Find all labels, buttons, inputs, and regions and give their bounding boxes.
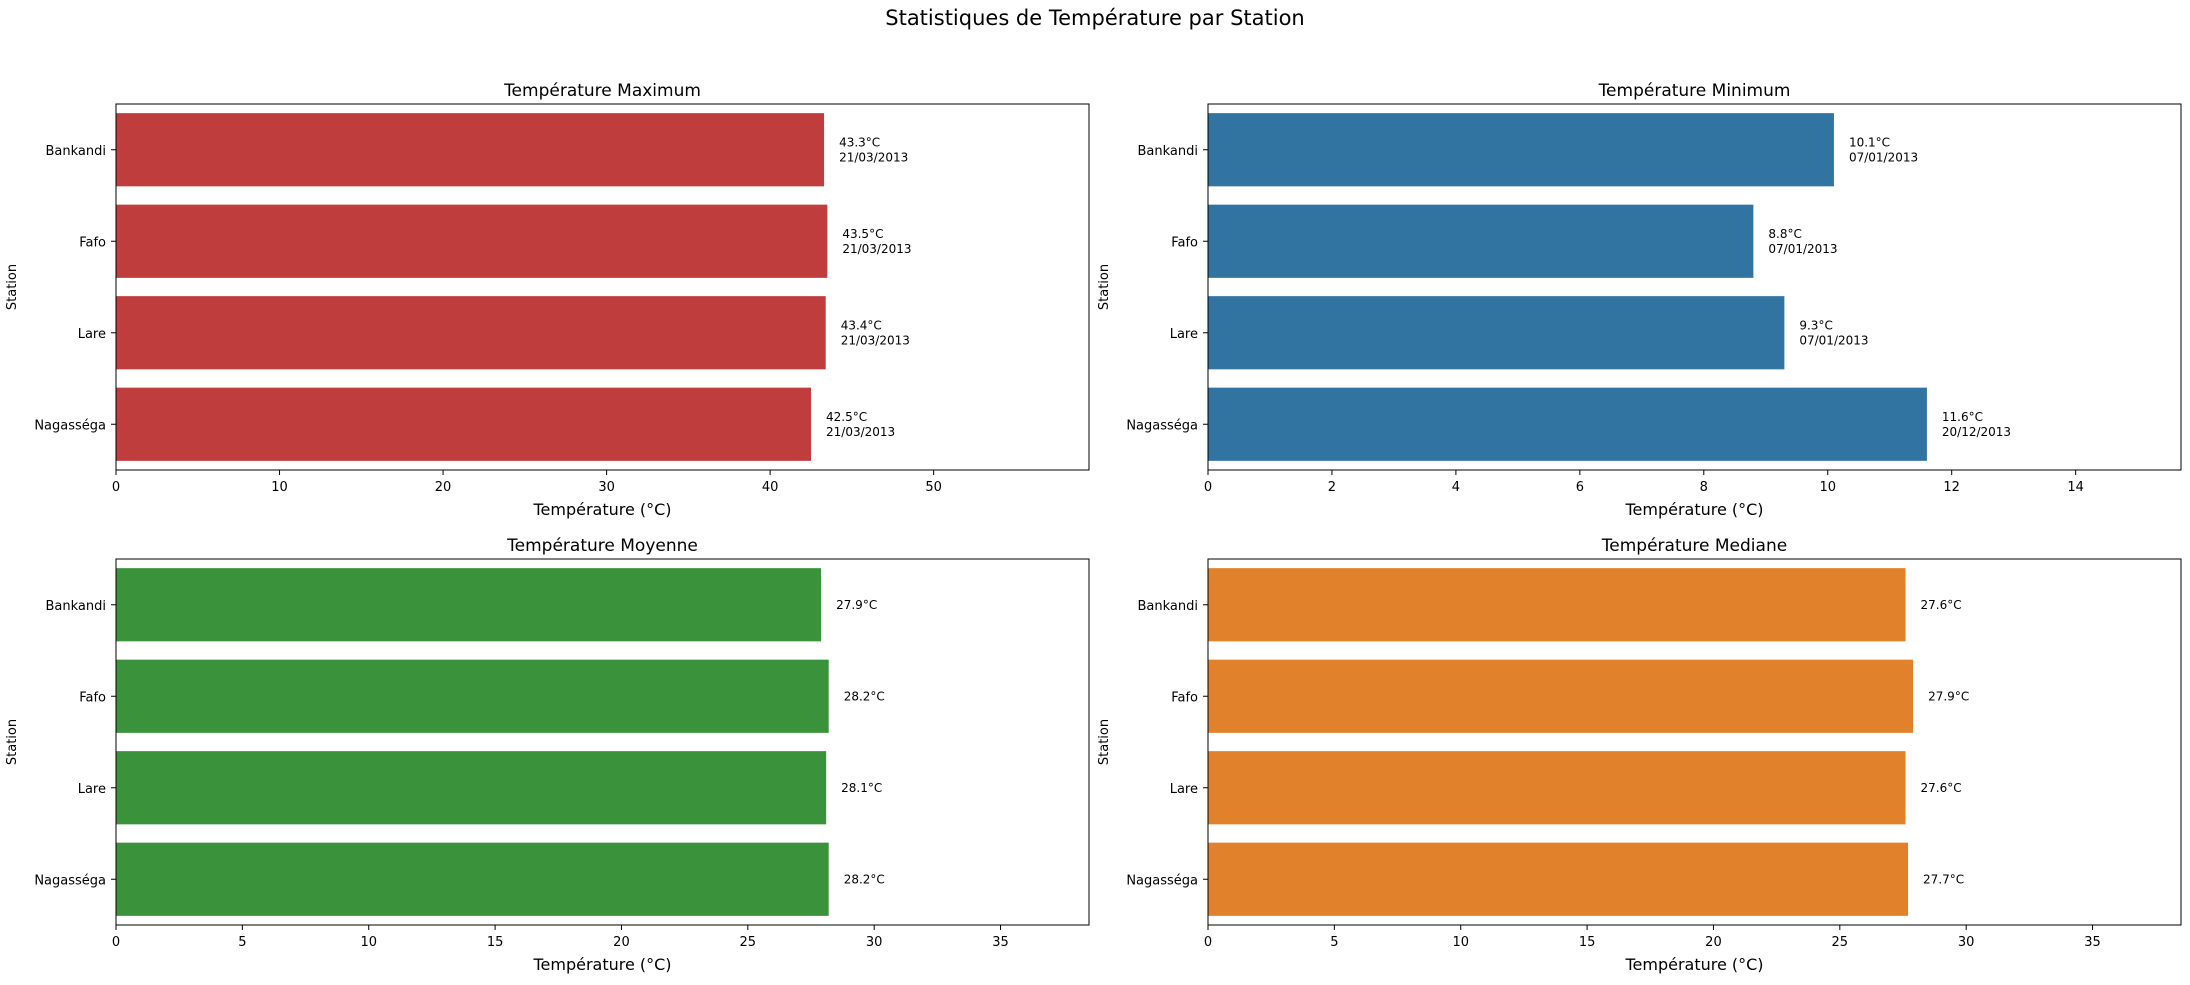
x-axis-label: Température (°C)	[532, 500, 671, 519]
y-tick-label: Nagasséga	[34, 873, 106, 888]
x-axis-label: Température (°C)	[1624, 500, 1763, 519]
bar-lare	[1208, 751, 1906, 825]
x-tick-label: 25	[1832, 935, 1849, 950]
bar-nagasséga	[116, 387, 811, 461]
y-tick-label: Lare	[1170, 327, 1198, 342]
y-tick-label: Bankandi	[46, 144, 107, 159]
x-tick-label: 30	[598, 480, 615, 495]
x-tick-label: 8	[1700, 480, 1708, 495]
bar-value-label: 27.7°C	[1923, 872, 1964, 886]
bar-lare	[1208, 296, 1785, 370]
bar-bankandi	[1208, 113, 1834, 187]
bar-value-label: 27.9°C	[836, 598, 877, 612]
bar-fafo	[1208, 659, 1914, 733]
y-axis-label: Station	[1097, 719, 1112, 765]
bar-value-label: 8.8°C 07/01/2013	[1768, 227, 1837, 256]
bar-value-label: 28.1°C	[841, 781, 882, 795]
bar-value-label: 42.5°C 21/03/2013	[826, 410, 895, 439]
x-tick-label: 14	[2067, 480, 2084, 495]
x-tick-label: 10	[271, 480, 288, 495]
subplot-title: Température Moyenne	[506, 536, 698, 556]
x-tick-label: 10	[1452, 935, 1469, 950]
y-tick-label: Lare	[1170, 782, 1198, 797]
x-tick-label: 20	[613, 935, 630, 950]
bar-value-label: 27.6°C	[1921, 598, 1962, 612]
x-tick-label: 20	[1705, 935, 1722, 950]
bar-value-label: 28.2°C	[844, 872, 885, 886]
subplot-title: Température Minimum	[1598, 81, 1791, 101]
bar-value-label: 10.1°C 07/01/2013	[1849, 135, 1918, 164]
axes-frame	[115, 558, 1090, 926]
bar-lare	[116, 751, 827, 825]
x-tick-label: 15	[487, 935, 504, 950]
y-axis-label: Station	[1097, 264, 1112, 310]
x-tick-label: 10	[360, 935, 377, 950]
bar-bankandi	[116, 113, 825, 187]
x-tick-label: 6	[1576, 480, 1584, 495]
bar-value-label: 27.6°C	[1921, 781, 1962, 795]
y-tick-label: Fafo	[79, 690, 106, 705]
bar-value-label: 11.6°C 20/12/2013	[1942, 410, 2011, 439]
x-tick-label: 5	[238, 935, 246, 950]
x-tick-label: 0	[112, 935, 120, 950]
x-tick-label: 20	[435, 480, 452, 495]
bar-value-label: 43.4°C 21/03/2013	[841, 318, 910, 347]
bar-nagasséga	[1208, 842, 1909, 916]
x-tick-label: 30	[866, 935, 883, 950]
bar-nagasséga	[116, 842, 829, 916]
bar-value-label: 9.3°C 07/01/2013	[1799, 318, 1868, 347]
subplot-title: Température Mediane	[1601, 536, 1787, 556]
x-tick-label: 50	[925, 480, 942, 495]
y-tick-label: Nagasséga	[1126, 418, 1198, 433]
bar-fafo	[116, 659, 829, 733]
x-tick-label: 25	[740, 935, 757, 950]
figure-title: Statistiques de Température par Station	[885, 6, 1305, 30]
y-tick-label: Fafo	[1171, 690, 1198, 705]
x-tick-label: 10	[1819, 480, 1836, 495]
axes-frame	[115, 103, 1090, 471]
y-tick-label: Lare	[78, 782, 106, 797]
y-axis-label: Station	[5, 719, 20, 765]
x-axis-label: Température (°C)	[532, 955, 671, 974]
bar-value-label: 27.9°C	[1928, 689, 1969, 703]
subplot-title: Température Maximum	[503, 81, 701, 101]
x-tick-label: 12	[1943, 480, 1960, 495]
bar-fafo	[1208, 204, 1754, 278]
x-tick-label: 2	[1328, 480, 1336, 495]
x-tick-label: 35	[992, 935, 1009, 950]
axes-frame	[1207, 103, 2182, 471]
y-tick-label: Fafo	[1171, 235, 1198, 250]
bar-nagasséga	[1208, 387, 1927, 461]
y-axis-label: Station	[5, 264, 20, 310]
x-tick-label: 4	[1452, 480, 1460, 495]
y-tick-label: Bankandi	[1138, 599, 1199, 614]
bar-value-label: 43.5°C 21/03/2013	[842, 227, 911, 256]
axes-frame	[1207, 558, 2182, 926]
y-tick-label: Bankandi	[46, 599, 107, 614]
y-tick-label: Lare	[78, 327, 106, 342]
x-axis-label: Température (°C)	[1624, 955, 1763, 974]
x-tick-label: 30	[1958, 935, 1975, 950]
y-tick-label: Bankandi	[1138, 144, 1199, 159]
bar-bankandi	[116, 568, 822, 642]
x-tick-label: 15	[1579, 935, 1596, 950]
bar-value-label: 28.2°C	[844, 689, 885, 703]
y-tick-label: Nagasséga	[1126, 873, 1198, 888]
x-tick-label: 40	[762, 480, 779, 495]
bar-lare	[116, 296, 826, 370]
bar-value-label: 43.3°C 21/03/2013	[839, 135, 908, 164]
bar-fafo	[116, 204, 828, 278]
x-tick-label: 35	[2084, 935, 2101, 950]
x-tick-label: 0	[1204, 480, 1212, 495]
bar-bankandi	[1208, 568, 1906, 642]
x-tick-label: 0	[112, 480, 120, 495]
y-tick-label: Fafo	[79, 235, 106, 250]
x-tick-label: 0	[1204, 935, 1212, 950]
x-tick-label: 5	[1330, 935, 1338, 950]
y-tick-label: Nagasséga	[34, 418, 106, 433]
